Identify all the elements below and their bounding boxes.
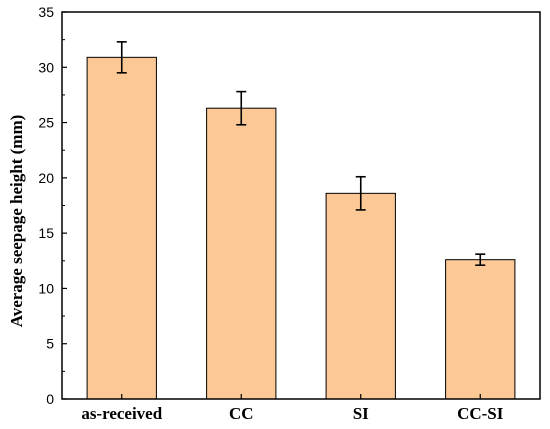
bar	[86, 56, 157, 400]
bar	[445, 259, 516, 400]
y-tick-label: 15	[38, 225, 54, 241]
bar	[325, 192, 396, 400]
y-tick-label: 25	[38, 115, 54, 131]
x-tick-label: SI	[353, 404, 369, 423]
y-tick-label: 35	[38, 4, 54, 20]
y-tick-label: 0	[46, 391, 54, 407]
y-axis-title: Average seepage height (mm)	[7, 115, 26, 328]
y-tick-label: 20	[38, 170, 54, 186]
plot-area: 0 5 10 15 20 25 30 35 as-received CC SI CC-SI	[38, 4, 541, 423]
x-tick-label: as-received	[81, 404, 162, 423]
y-tick-label: 5	[46, 336, 54, 352]
y-tick-label: 30	[38, 59, 54, 75]
x-tick-label: CC	[229, 404, 254, 423]
y-tick-label: 10	[38, 280, 54, 296]
x-tick-label: CC-SI	[457, 404, 504, 423]
bar	[206, 107, 277, 400]
